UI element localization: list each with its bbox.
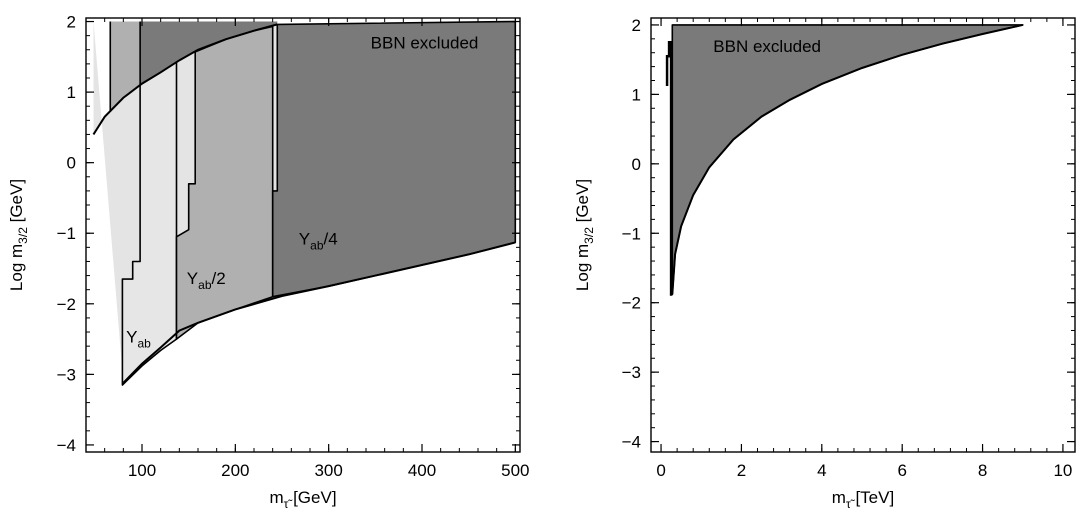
y-tick-label: −1 <box>57 224 76 243</box>
upper-boundary-curve <box>92 23 278 135</box>
y-tick-label: −2 <box>622 294 641 313</box>
annotation-bbn-excluded: BBN excluded <box>713 37 821 56</box>
x-axis-label: mτ̃ [TeV] <box>832 488 894 511</box>
region-label-y-ab: Yab <box>126 328 151 351</box>
y-tick-label: −2 <box>57 295 76 314</box>
plot-frame <box>650 17 1076 453</box>
y-tick-label: 2 <box>632 16 641 35</box>
x-tick-label: 8 <box>978 461 987 480</box>
y-tick-label: −4 <box>622 433 641 452</box>
y-tick-label: 1 <box>67 83 76 102</box>
region-excluded <box>671 24 1024 296</box>
x-tick-label: 4 <box>817 461 826 480</box>
x-tick-label: 10 <box>1053 461 1072 480</box>
x-tick-label: 100 <box>128 461 156 480</box>
chart-panel-2: BBN excluded 0 2 4 6 8 10 −4 −3 −2 −1 0 1 2 mτ̃ [TeV] L… <box>573 16 1076 511</box>
x-tick-label: 200 <box>221 461 249 480</box>
lower-boundary-curve <box>122 241 516 384</box>
x-tick-label: 6 <box>897 461 906 480</box>
region-top-dark <box>140 21 278 85</box>
region-label-y-ab-2: Yab/2 <box>187 269 226 292</box>
y-tick-label: −3 <box>57 365 76 384</box>
y-tick-label: 0 <box>67 154 76 173</box>
y-tick-label: −4 <box>57 436 76 455</box>
y-tick-label: −3 <box>622 363 641 382</box>
x-tick-label: 2 <box>737 461 746 480</box>
x-tick-label: 400 <box>408 461 436 480</box>
boundary-curve <box>671 23 1023 295</box>
x-axis-label: mτ̃ [GeV] <box>269 488 336 511</box>
x-tick-label: 500 <box>501 461 529 480</box>
y-tick-label: 0 <box>632 155 641 174</box>
y-tick-label: −1 <box>622 224 641 243</box>
region-y-ab-4 <box>271 20 517 298</box>
x-tick-label: 0 <box>656 461 665 480</box>
plot-area <box>665 23 1024 296</box>
y-tick-label: 1 <box>632 85 641 104</box>
x-tick-label: 300 <box>314 461 342 480</box>
annotation-bbn-excluded: BBN excluded <box>371 34 479 53</box>
chart-panel-1: Yab Yab/2 Yab/4 BBN excluded 100 200 300 400 500… <box>7 13 530 511</box>
region-label-y-ab-4: Yab/4 <box>299 230 338 253</box>
plot-frame <box>85 17 521 453</box>
plot-area <box>92 20 517 386</box>
spike-curve <box>665 41 673 296</box>
y-axis-label: Log m3/2 [GeV] <box>7 179 30 291</box>
y-axis-label: Log m3/2 [GeV] <box>573 179 596 291</box>
region-top-strip <box>110 21 141 112</box>
y-tick-label: 2 <box>67 13 76 32</box>
